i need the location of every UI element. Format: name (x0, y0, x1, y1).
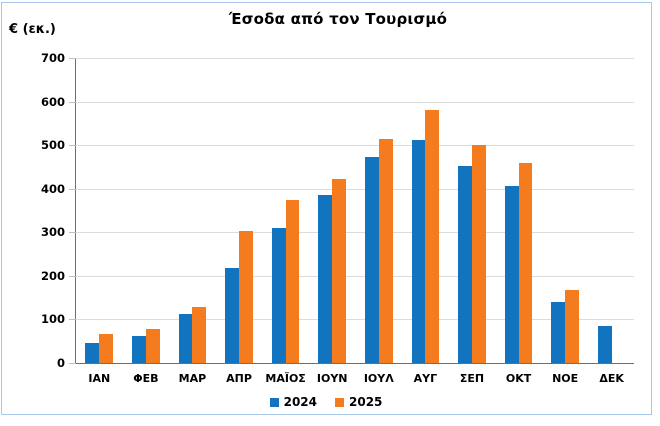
bar-2024-ΟΚΤ (504, 185, 519, 363)
bar-2025-ΦΕΒ (145, 329, 160, 363)
x-tick-label-ΙΑΝ: ΙΑΝ (88, 372, 111, 385)
bar-2025-ΙΟΥΛ (378, 139, 393, 363)
y-tickmark-0 (69, 363, 76, 364)
gridline-600 (76, 101, 634, 103)
y-tick-label-300: 300 (40, 225, 65, 240)
y-tickmark-200 (69, 275, 76, 277)
bar-2025-ΜΑΡ (192, 307, 207, 363)
gridline-500 (76, 145, 634, 147)
y-tickmark-100 (69, 319, 76, 321)
x-tick-label-ΑΥΓ: ΑΥΓ (413, 372, 438, 385)
legend-label-2024: 2024 (283, 395, 317, 409)
bar-2024-ΙΟΥΛ (364, 156, 379, 363)
legend: 2024 2025 (0, 395, 652, 409)
y-tickmark-600 (69, 101, 76, 103)
bar-2025-ΟΚΤ (518, 163, 533, 363)
legend-swatch-2024 (269, 397, 279, 407)
bar-2024-ΙΟΥΝ (318, 195, 333, 363)
y-tick-label-700: 700 (40, 51, 65, 65)
y-tickmark-400 (69, 188, 76, 190)
bar-2025-ΜΑΪΟΣ (285, 200, 300, 363)
x-tick-label-ΟΚΤ: ΟΚΤ (505, 372, 532, 385)
y-axis-title: € (εκ.) (9, 22, 56, 37)
bar-2024-ΑΥΓ (411, 140, 426, 363)
legend-item-2024: 2024 (269, 395, 317, 409)
bar-2025-ΑΥΓ (425, 109, 440, 363)
legend-label-2025: 2025 (349, 395, 383, 409)
y-tickmark-300 (69, 232, 76, 234)
y-tick-label-400: 400 (40, 181, 65, 196)
y-tick-label-100: 100 (40, 312, 65, 327)
x-tick-label-ΣΕΠ: ΣΕΠ (459, 372, 485, 385)
y-tickmark-500 (69, 145, 76, 147)
gridline-300 (76, 232, 634, 234)
bar-2025-ΑΠΡ (239, 230, 253, 363)
legend-swatch-2025 (335, 397, 344, 407)
bar-2025-ΣΕΠ (471, 145, 486, 363)
plot-area: 0 100 200 300 400 500 600 700 ΙΑΝ ΦΕΒ ΜΑΡ ΑΠΡ ΜΑΪΟΣ Ι… (41, 51, 634, 385)
bar-2024-ΙΑΝ (85, 343, 100, 363)
x-tick-label-ΦΕΒ: ΦΕΒ (133, 372, 159, 385)
gridline-200 (76, 275, 634, 277)
bar-2024-ΣΕΠ (458, 165, 472, 363)
x-tick-label-ΝΟΕ: ΝΟΕ (552, 372, 579, 385)
y-tick-label-0: 0 (56, 356, 65, 370)
bar-2025-ΙΟΥΝ (332, 179, 346, 363)
bar-2024-ΔΕΚ (597, 325, 612, 363)
chart-title: Έσοδα από τον Τουρισμό (228, 10, 448, 28)
y-tick-label-500: 500 (40, 138, 65, 153)
x-tick-label-ΜΑΪΟΣ: ΜΑΪΟΣ (265, 372, 306, 385)
bar-2024-ΝΟΕ (551, 302, 566, 363)
x-tick-label-ΑΠΡ: ΑΠΡ (226, 372, 252, 385)
legend-item-2025: 2025 (335, 395, 382, 409)
bar-2024-ΜΑΡ (178, 313, 193, 363)
x-tick-label-ΔΕΚ: ΔΕΚ (599, 372, 624, 385)
gridline-100 (76, 319, 634, 321)
bar-2024-ΦΕΒ (132, 335, 146, 363)
y-tick-label-600: 600 (40, 94, 65, 109)
y-tickmark-700 (69, 58, 76, 59)
bar-2024-ΜΑΪΟΣ (271, 227, 286, 363)
y-tick-label-200: 200 (40, 268, 65, 283)
x-tick-label-ΙΟΥΛ: ΙΟΥΛ (363, 372, 394, 385)
x-tick-label-ΙΟΥΝ: ΙΟΥΝ (316, 372, 348, 385)
bar-2025-ΝΟΕ (565, 289, 579, 363)
bar-2024-ΑΠΡ (225, 268, 240, 363)
x-tick-label-ΜΑΡ: ΜΑΡ (178, 372, 207, 385)
gridline-700 (76, 58, 634, 59)
bar-2025-ΙΑΝ (99, 333, 114, 363)
gridline-400 (76, 188, 634, 190)
